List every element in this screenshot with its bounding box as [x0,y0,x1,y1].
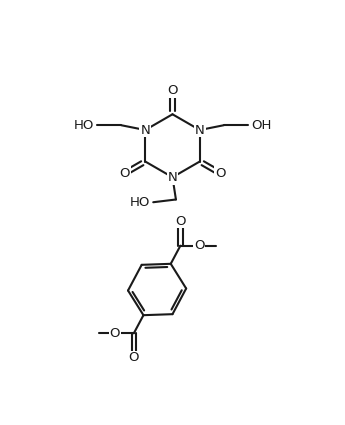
Text: O: O [167,84,178,97]
Text: O: O [194,239,205,252]
Text: O: O [175,215,186,227]
Text: HO: HO [73,119,94,132]
Text: HO: HO [129,196,150,209]
Text: N: N [140,124,150,136]
Text: N: N [195,124,205,136]
Text: O: O [215,167,226,180]
Text: OH: OH [251,119,272,132]
Text: N: N [168,171,177,184]
Text: O: O [129,351,139,365]
Text: O: O [119,167,130,180]
Text: O: O [110,327,120,340]
